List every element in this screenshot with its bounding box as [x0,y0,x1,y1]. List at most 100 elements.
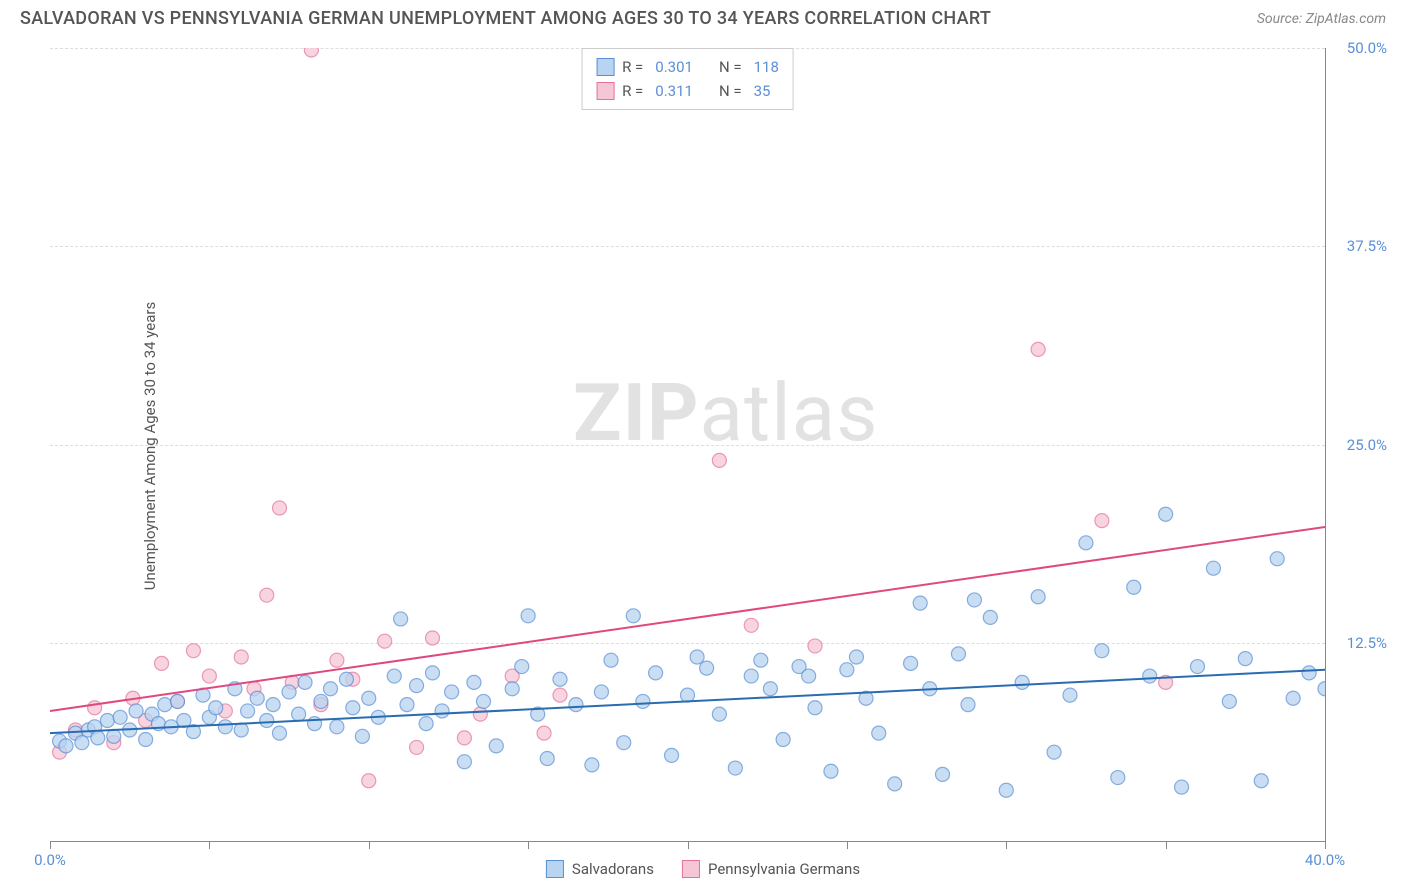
y-tick-label: 37.5% [1347,237,1387,255]
x-tick [1006,841,1007,849]
data-point [314,694,328,708]
data-point [241,704,255,718]
data-point [129,704,143,718]
x-tick [369,841,370,849]
data-point [304,48,318,57]
data-point [1175,780,1189,794]
data-point [155,656,169,670]
data-point [410,740,424,754]
data-point [91,731,105,745]
data-point [1302,666,1316,680]
chart-container: SALVADORAN VS PENNSYLVANIA GERMAN UNEMPL… [0,0,1406,892]
data-point [1222,694,1236,708]
data-point [346,701,360,715]
swatch-icon [682,860,700,878]
legend-item-salvadorans: Salvadorans [546,860,654,878]
data-point [339,672,353,686]
data-point [1063,688,1077,702]
data-point [426,631,440,645]
data-point [776,732,790,746]
y-tick-label: 50.0% [1347,39,1387,57]
data-point [330,720,344,734]
data-point [585,758,599,772]
data-point [435,704,449,718]
data-point [113,710,127,724]
chart-title: SALVADORAN VS PENNSYLVANIA GERMAN UNEMPL… [20,8,991,29]
data-point [1206,561,1220,575]
data-point [171,694,185,708]
data-point [324,682,338,696]
data-point [521,609,535,623]
data-point [260,713,274,727]
data-point [298,675,312,689]
data-point [1031,342,1045,356]
x-tick-label: 40.0% [1305,851,1345,869]
data-point [234,650,248,664]
legend-row-salvadorans: R = 0.301 N = 118 [596,55,779,79]
data-point [209,701,223,715]
data-point [273,726,287,740]
data-point [681,688,695,702]
data-point [292,707,306,721]
data-point [872,726,886,740]
n-value-salvadorans: 118 [754,55,779,79]
data-point [700,661,714,675]
x-tick [1166,841,1167,849]
data-point [445,685,459,699]
data-point [273,501,287,515]
header: SALVADORAN VS PENNSYLVANIA GERMAN UNEMPL… [0,0,1406,33]
data-point [1143,669,1157,683]
data-point [477,694,491,708]
data-point [728,761,742,775]
data-point [1095,514,1109,528]
data-point [1270,552,1284,566]
data-point [808,701,822,715]
x-tick [1325,841,1326,849]
data-point [419,717,433,731]
data-point [849,650,863,664]
data-point [1191,660,1205,674]
data-point [802,669,816,683]
data-point [234,723,248,737]
x-tick [688,841,689,849]
data-point [362,774,376,788]
data-point [158,698,172,712]
data-point [202,669,216,683]
x-tick [847,841,848,849]
legend-label: Pennsylvania Germans [708,860,860,878]
data-point [426,666,440,680]
data-point [904,656,918,670]
data-point [967,593,981,607]
data-point [1238,652,1252,666]
scatter-plot-svg [50,48,1325,841]
r-value-salvadorans: 0.301 [655,55,693,79]
data-point [308,717,322,731]
data-point [840,663,854,677]
data-point [1127,580,1141,594]
x-tick [50,841,51,849]
data-point [218,720,232,734]
data-point [1254,774,1268,788]
plot-area: R = 0.301 N = 118 R = 0.311 N = 35 ZIPat… [50,48,1326,842]
data-point [1047,745,1061,759]
data-point [1095,644,1109,658]
data-point [467,675,481,689]
data-point [387,669,401,683]
data-point [100,713,114,727]
data-point [457,755,471,769]
data-point [763,682,777,696]
data-point [537,726,551,740]
n-value-penn-germans: 35 [754,79,771,103]
data-point [394,612,408,626]
data-point [505,682,519,696]
data-point [665,748,679,762]
data-point [626,609,640,623]
data-point [378,634,392,648]
data-point [569,698,583,712]
y-tick-label: 25.0% [1347,436,1387,454]
data-point [59,739,73,753]
data-point [489,739,503,753]
data-point [983,610,997,624]
correlation-legend: R = 0.301 N = 118 R = 0.311 N = 35 [581,48,794,110]
data-point [362,691,376,705]
